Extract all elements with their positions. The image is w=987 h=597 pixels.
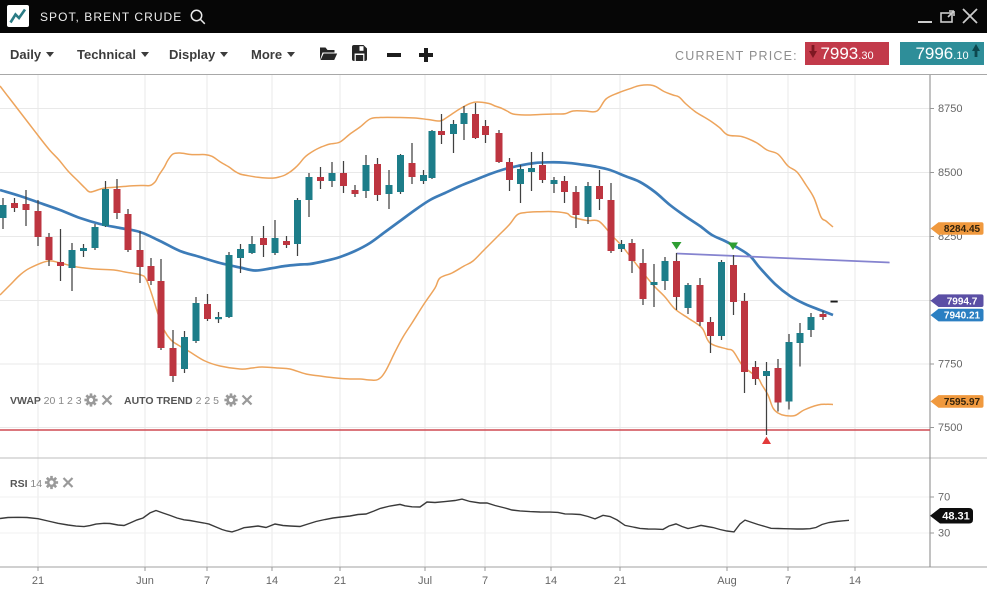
svg-text:8500: 8500 (938, 167, 962, 179)
svg-text:7: 7 (204, 575, 210, 587)
svg-text:Jul: Jul (418, 575, 432, 587)
svg-text:RSI 14: RSI 14 (10, 478, 42, 490)
svg-text:70: 70 (938, 492, 950, 504)
svg-text:14: 14 (849, 575, 861, 587)
svg-text:AUTO TREND 2 2 5: AUTO TREND 2 2 5 (124, 395, 219, 407)
svg-text:14: 14 (266, 575, 278, 587)
svg-text:7500: 7500 (938, 422, 962, 434)
svg-text:7595.97: 7595.97 (944, 397, 981, 408)
svg-text:7994.7: 7994.7 (947, 296, 978, 307)
svg-text:Aug: Aug (717, 575, 737, 587)
svg-text:21: 21 (614, 575, 626, 587)
svg-text:8284.45: 8284.45 (944, 224, 981, 235)
svg-text:14: 14 (545, 575, 557, 587)
svg-text:VWAP 20 1 2 3: VWAP 20 1 2 3 (10, 395, 82, 407)
svg-text:7: 7 (482, 575, 488, 587)
svg-text:7: 7 (785, 575, 791, 587)
svg-text:48.31: 48.31 (942, 511, 970, 523)
svg-text:Jun: Jun (136, 575, 154, 587)
svg-text:30: 30 (938, 528, 950, 540)
svg-text:7750: 7750 (938, 359, 962, 371)
svg-text:8750: 8750 (938, 103, 962, 115)
svg-text:7940.21: 7940.21 (944, 311, 981, 322)
svg-text:21: 21 (334, 575, 346, 587)
svg-text:21: 21 (32, 575, 44, 587)
